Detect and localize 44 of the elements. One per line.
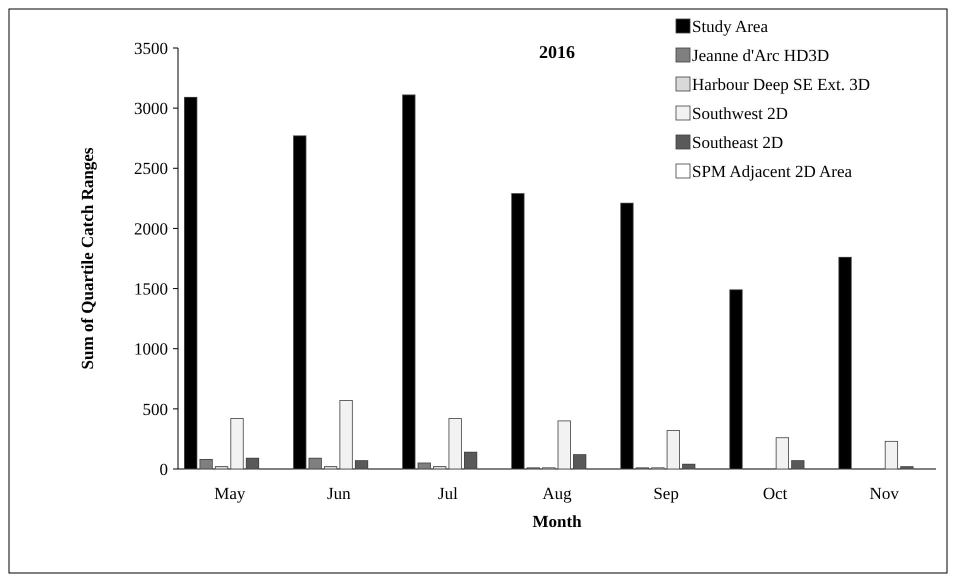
legend-label: Harbour Deep SE Ext. 3D — [692, 74, 870, 94]
bar — [433, 466, 446, 470]
y-axis-title: Sum of Quartile Catch Ranges — [78, 147, 97, 370]
x-axis-title: Month — [532, 512, 582, 531]
bar — [448, 418, 462, 470]
bar — [884, 440, 898, 470]
bar — [324, 466, 338, 470]
y-tick-label: 1000 — [134, 340, 168, 359]
legend-label: Study Area — [692, 16, 768, 36]
x-tick-label: Nov — [870, 484, 900, 503]
y-tick-label: 3000 — [134, 99, 168, 118]
bar — [558, 420, 571, 470]
bar — [214, 466, 228, 470]
legend-label: Southeast 2D — [692, 132, 784, 152]
legend-label: Jeanne d'Arc HD3D — [692, 46, 830, 65]
x-tick-label: Oct — [762, 484, 788, 503]
x-tick-label: Aug — [542, 484, 572, 503]
bar — [776, 437, 789, 470]
x-tick-label: Jul — [438, 484, 458, 503]
bar — [339, 400, 353, 470]
bar — [900, 466, 914, 470]
bar — [230, 418, 244, 470]
bar — [464, 452, 478, 470]
bar — [308, 458, 322, 470]
y-tick-label: 500 — [142, 400, 168, 419]
y-tick-label: 2500 — [134, 159, 168, 178]
y-tick-label: 2000 — [134, 219, 168, 238]
bar — [354, 460, 368, 470]
x-tick-label: May — [214, 484, 246, 503]
x-tick-label: Sep — [653, 484, 679, 503]
chart-title: 2016 — [539, 42, 575, 62]
bar — [200, 458, 213, 470]
bar — [682, 464, 696, 470]
bar — [791, 460, 804, 470]
bar — [666, 430, 680, 470]
y-tick-label: 0 — [160, 460, 168, 479]
bar — [418, 462, 431, 470]
y-tick-label: 3500 — [134, 38, 168, 58]
legend-label: Southwest 2D — [692, 104, 788, 123]
bar — [573, 454, 586, 470]
x-tick-label: Jun — [327, 484, 352, 503]
y-tick-label: 1500 — [134, 280, 168, 299]
legend-label: SPM Adjacent 2D Area — [692, 162, 853, 181]
bar — [246, 458, 260, 470]
